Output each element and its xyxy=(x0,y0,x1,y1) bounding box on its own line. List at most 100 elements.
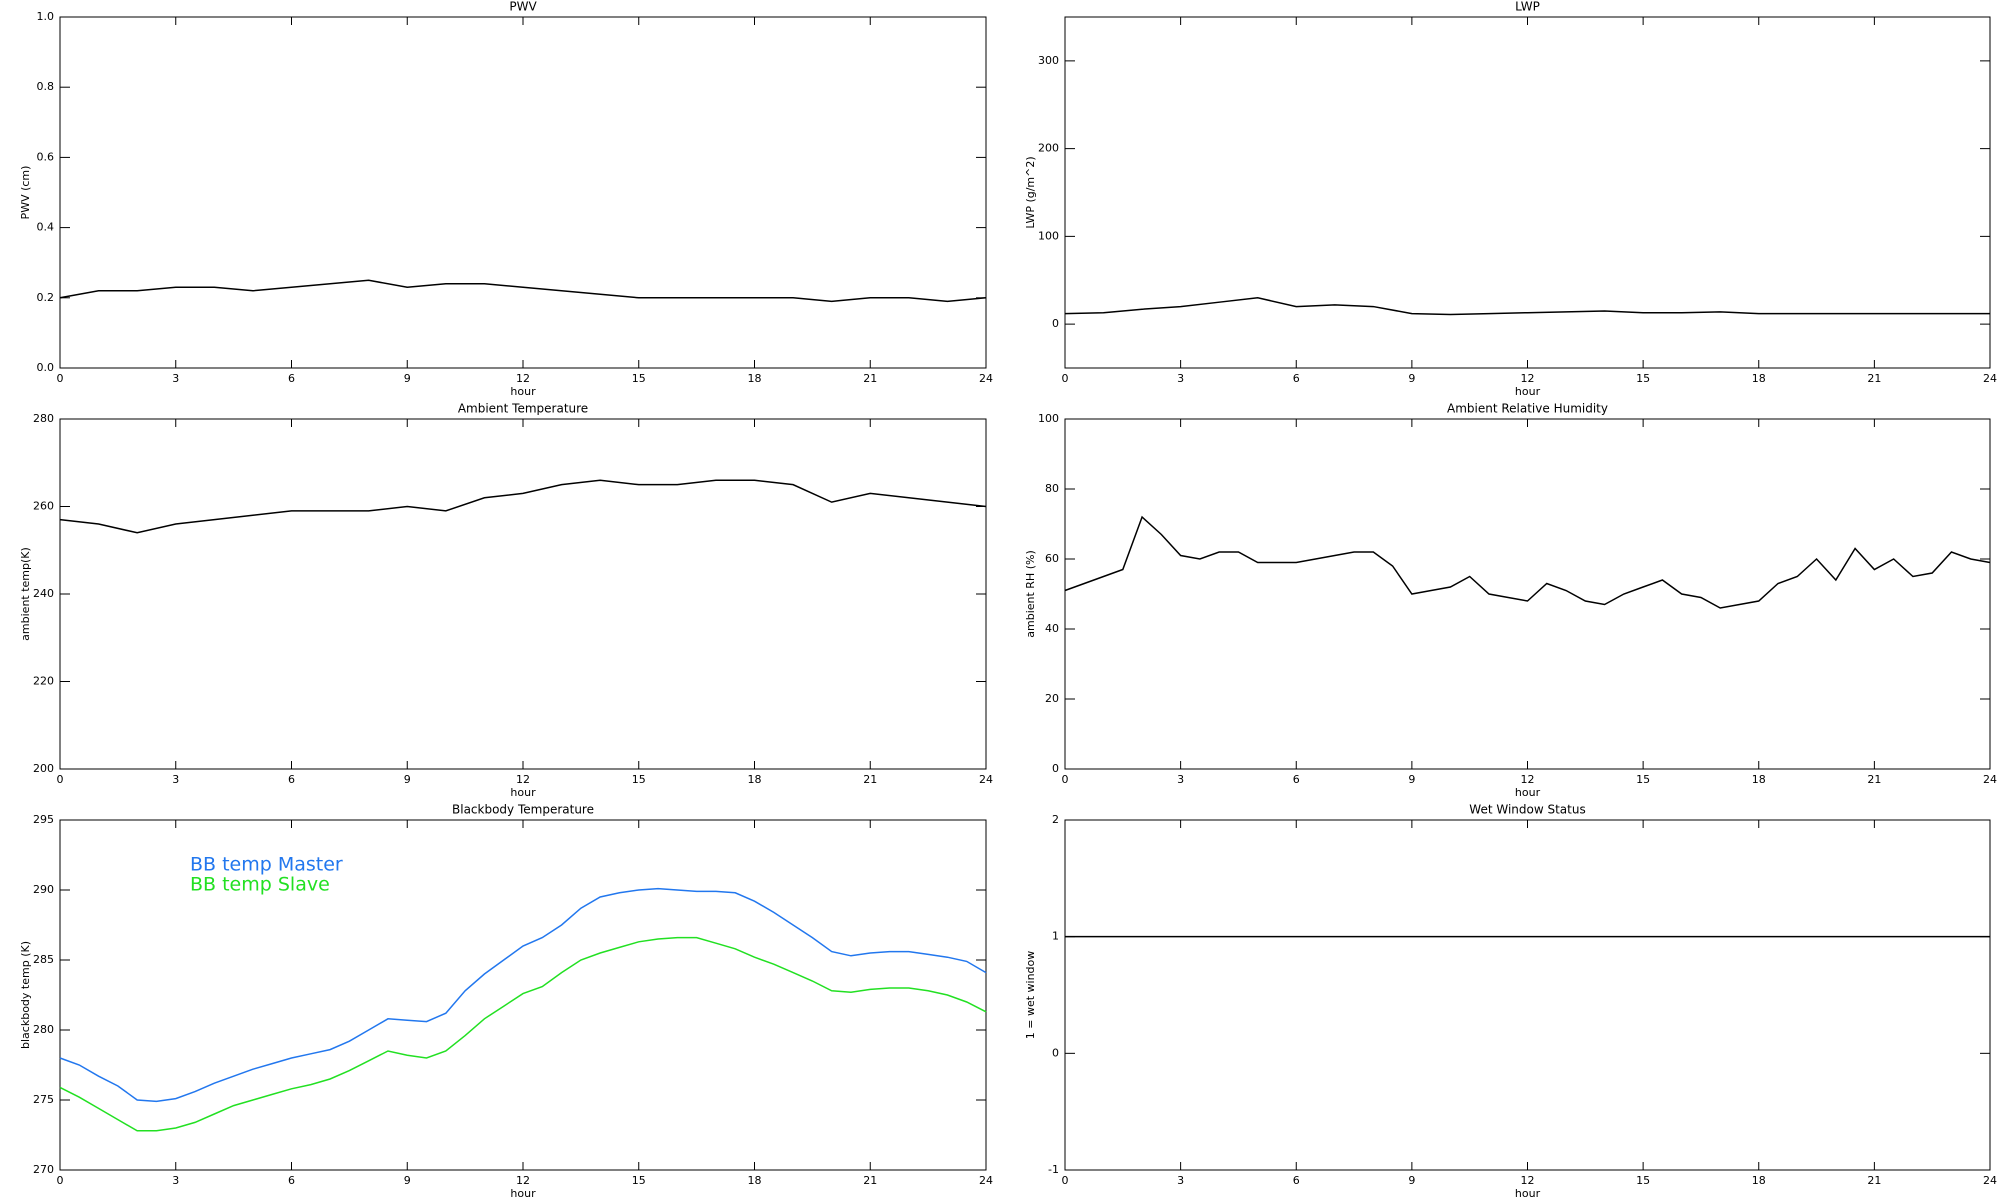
x-tick-label: 15 xyxy=(632,372,646,385)
y-tick-label: 100 xyxy=(1038,412,1059,425)
y-axis-label: LWP (g/m^2) xyxy=(1024,156,1037,228)
x-tick-label: 3 xyxy=(172,773,179,786)
x-tick-label: 15 xyxy=(1636,1174,1650,1187)
x-tick-label: 21 xyxy=(863,372,877,385)
x-tick-label: 21 xyxy=(863,1174,877,1187)
y-tick-label: 200 xyxy=(1038,142,1059,155)
chart-title: LWP xyxy=(1515,0,1540,14)
plot-frame xyxy=(59,16,987,369)
x-tick-label: 9 xyxy=(1408,372,1415,385)
data-line xyxy=(59,887,987,1103)
x-tick-label: 0 xyxy=(57,773,64,786)
x-tick-label: 9 xyxy=(1408,1174,1415,1187)
x-tick-label: 3 xyxy=(172,372,179,385)
data-line xyxy=(1064,515,1991,609)
x-tick-label: 9 xyxy=(404,372,411,385)
plot-frame xyxy=(1064,819,1991,1171)
y-tick-label: 285 xyxy=(33,953,54,966)
y-tick-label: 240 xyxy=(33,587,54,600)
y-tick-label: 295 xyxy=(33,813,54,826)
legend-entry: BB temp Slave xyxy=(190,874,330,896)
legend-entry: BB temp Master xyxy=(190,854,343,876)
y-tick-label: 300 xyxy=(1038,54,1059,67)
x-tick-label: 21 xyxy=(1867,1174,1881,1187)
plot-frame xyxy=(1064,16,1991,369)
y-axis-label: ambient RH (%) xyxy=(1024,550,1037,638)
y-tick-label: 1 xyxy=(1052,930,1059,943)
x-tick-label: 24 xyxy=(1983,1174,1997,1187)
x-tick-label: 24 xyxy=(1983,773,1997,786)
y-axis-label: 1 = wet window xyxy=(1024,951,1037,1040)
x-tick-label: 21 xyxy=(863,773,877,786)
y-tick-label: 260 xyxy=(33,500,54,513)
plot-frame xyxy=(59,418,987,770)
y-tick-label: 0.4 xyxy=(37,221,55,234)
x-tick-label: 24 xyxy=(1983,372,1997,385)
chart-title: Ambient Relative Humidity xyxy=(1447,402,1608,416)
x-tick-label: 24 xyxy=(979,1174,993,1187)
y-tick-label: 60 xyxy=(1045,552,1059,565)
y-tick-label: 0.6 xyxy=(37,150,55,163)
x-axis-label: hour xyxy=(1515,1187,1541,1200)
y-tick-label: -1 xyxy=(1048,1163,1059,1176)
y-tick-label: 280 xyxy=(33,1023,54,1036)
x-tick-label: 15 xyxy=(1636,372,1650,385)
x-tick-label: 6 xyxy=(1293,372,1300,385)
x-tick-label: 0 xyxy=(1062,1174,1069,1187)
y-tick-label: 0 xyxy=(1052,317,1059,330)
chart-title: PWV xyxy=(509,0,537,14)
x-tick-label: 18 xyxy=(748,773,762,786)
y-tick-label: 0.2 xyxy=(37,291,55,304)
x-tick-label: 15 xyxy=(632,773,646,786)
plot-frame xyxy=(1064,418,1991,770)
x-tick-label: 12 xyxy=(516,372,530,385)
y-tick-label: 200 xyxy=(33,762,54,775)
y-tick-label: 0.0 xyxy=(37,361,55,374)
y-tick-label: 0.8 xyxy=(37,80,55,93)
x-tick-label: 21 xyxy=(1867,773,1881,786)
y-tick-label: 275 xyxy=(33,1093,54,1106)
y-tick-label: 80 xyxy=(1045,482,1059,495)
chart-title: Wet Window Status xyxy=(1469,803,1585,817)
y-tick-label: 100 xyxy=(1038,229,1059,242)
x-tick-label: 6 xyxy=(288,1174,295,1187)
x-tick-label: 15 xyxy=(1636,773,1650,786)
y-tick-label: 1.0 xyxy=(37,10,55,23)
x-axis-label: hour xyxy=(510,1187,536,1200)
y-tick-label: 280 xyxy=(33,412,54,425)
y-tick-label: 2 xyxy=(1052,813,1059,826)
x-tick-label: 0 xyxy=(1062,372,1069,385)
x-axis-label: hour xyxy=(510,786,536,799)
x-tick-label: 12 xyxy=(1521,372,1535,385)
x-tick-label: 9 xyxy=(404,773,411,786)
x-tick-label: 6 xyxy=(288,372,295,385)
x-tick-label: 24 xyxy=(979,773,993,786)
y-tick-label: 0 xyxy=(1052,762,1059,775)
x-tick-label: 6 xyxy=(288,773,295,786)
x-tick-label: 21 xyxy=(1867,372,1881,385)
y-tick-label: 220 xyxy=(33,675,54,688)
x-tick-label: 9 xyxy=(1408,773,1415,786)
x-tick-label: 3 xyxy=(1177,773,1184,786)
y-tick-label: 40 xyxy=(1045,622,1059,635)
x-tick-label: 18 xyxy=(1752,773,1766,786)
x-tick-label: 9 xyxy=(404,1174,411,1187)
x-tick-label: 3 xyxy=(1177,372,1184,385)
x-tick-label: 12 xyxy=(516,1174,530,1187)
x-axis-label: hour xyxy=(1515,786,1541,799)
chart-title: Blackbody Temperature xyxy=(452,803,594,817)
x-tick-label: 6 xyxy=(1293,1174,1300,1187)
x-tick-label: 24 xyxy=(979,372,993,385)
x-tick-label: 18 xyxy=(748,1174,762,1187)
y-tick-label: 0 xyxy=(1052,1046,1059,1059)
y-tick-label: 20 xyxy=(1045,692,1059,705)
x-axis-label: hour xyxy=(510,385,536,398)
y-axis-label: PWV (cm) xyxy=(19,166,32,220)
data-line xyxy=(59,479,987,534)
x-tick-label: 12 xyxy=(1521,773,1535,786)
x-tick-label: 0 xyxy=(57,372,64,385)
data-line xyxy=(59,279,987,303)
y-tick-label: 290 xyxy=(33,883,54,896)
x-tick-label: 12 xyxy=(1521,1174,1535,1187)
x-tick-label: 3 xyxy=(1177,1174,1184,1187)
